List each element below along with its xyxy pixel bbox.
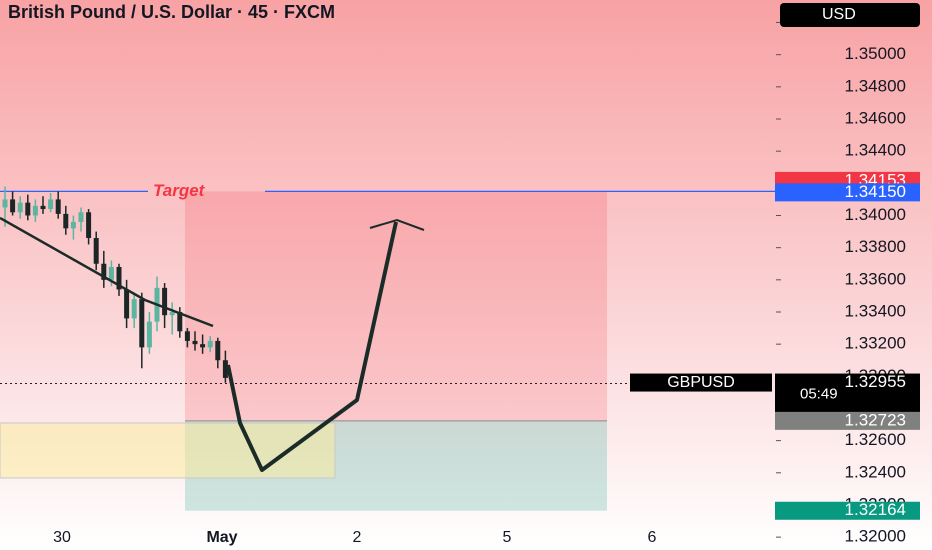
candle-body xyxy=(169,311,175,316)
candle-body xyxy=(55,199,61,214)
price-label: 1.32955 xyxy=(845,372,906,391)
y-tick-label: 1.32600 xyxy=(845,430,906,449)
x-tick-label: 30 xyxy=(53,529,71,546)
candle-body xyxy=(93,238,99,264)
y-tick-label: 1.34600 xyxy=(845,108,906,127)
candle-body xyxy=(25,202,31,216)
y-tick-label: 1.33600 xyxy=(845,269,906,288)
target-annotation: Target xyxy=(153,181,206,200)
candle-body xyxy=(162,287,168,316)
price-label: 1.32164 xyxy=(845,500,906,519)
trend-drawing xyxy=(0,216,214,328)
y-tick-label: 1.33200 xyxy=(845,334,906,353)
price-label-box xyxy=(775,373,920,414)
x-tick-label: 5 xyxy=(503,529,512,546)
y-tick-label: 1.34800 xyxy=(845,76,906,95)
candle-body xyxy=(48,199,54,210)
candle-body xyxy=(131,299,137,319)
symbol-box xyxy=(630,373,772,392)
symbol-label: GBPUSD xyxy=(667,374,735,391)
chart-title: British Pound / U.S. Dollar · 45 · FXCM xyxy=(8,2,335,22)
y-tick-label: 1.34400 xyxy=(845,141,906,160)
countdown: 05:49 xyxy=(800,386,838,403)
candle-body xyxy=(124,289,130,319)
candle-body xyxy=(70,221,76,229)
y-tick-label: 1.35000 xyxy=(845,44,906,63)
candle-body xyxy=(215,340,221,361)
candle-body xyxy=(139,299,145,348)
candle-body xyxy=(207,340,213,348)
candle-body xyxy=(17,202,23,213)
currency: USD xyxy=(822,6,856,23)
y-tick-label: 1.34000 xyxy=(845,205,906,224)
currency-box xyxy=(780,3,920,27)
price-label: 1.32723 xyxy=(845,410,906,429)
candle-body xyxy=(192,340,198,345)
candle-body xyxy=(78,212,84,222)
candle-body xyxy=(116,266,122,290)
candle-body xyxy=(146,321,152,348)
y-tick-label: 1.33800 xyxy=(845,237,906,256)
projection-drawing xyxy=(226,221,398,472)
candle-body xyxy=(101,263,107,280)
zone-highlight xyxy=(0,422,336,479)
price-label-box xyxy=(775,411,920,430)
candle-body xyxy=(222,360,228,378)
y-tick-label: 1.32000 xyxy=(845,527,906,546)
x-tick-label: May xyxy=(206,529,237,546)
price-label: 1.34150 xyxy=(845,182,906,201)
candle-body xyxy=(10,199,16,213)
candle-body xyxy=(2,199,8,208)
candle-body xyxy=(32,205,38,216)
candle-body xyxy=(200,344,206,348)
x-tick-label: 6 xyxy=(648,529,657,546)
candle-body xyxy=(63,213,69,229)
y-tick-label: 1.33400 xyxy=(845,301,906,320)
candle-body xyxy=(108,266,114,280)
price-label-box xyxy=(775,183,920,202)
x-tick-label: 2 xyxy=(353,529,362,546)
price-label-box xyxy=(775,501,920,520)
candle-body xyxy=(184,331,190,341)
candle-body xyxy=(177,311,183,332)
arrow-head xyxy=(369,218,425,231)
candle-body xyxy=(86,212,92,239)
y-tick-label: 1.32400 xyxy=(845,462,906,481)
candle-body xyxy=(40,205,46,210)
